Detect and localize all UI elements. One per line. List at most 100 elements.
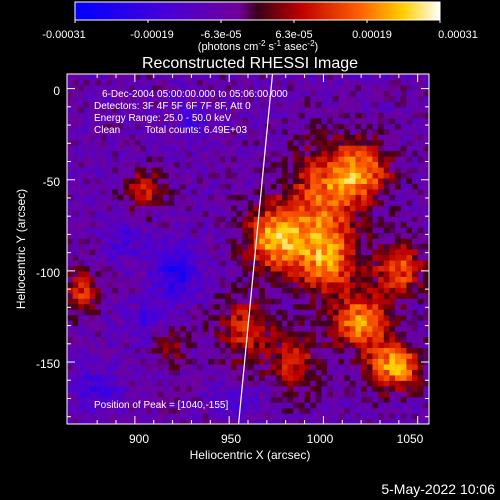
heatmap-cell [310, 177, 317, 184]
heatmap-cell [366, 161, 374, 168]
heatmap-cell [89, 227, 96, 234]
heatmap-cell [383, 276, 391, 283]
heatmap-cell [412, 369, 419, 376]
heatmap-cell [78, 374, 85, 381]
heatmap-cell [100, 106, 108, 113]
heatmap-cell [366, 177, 374, 184]
heatmap-cell [163, 249, 170, 256]
heatmap-cell [389, 363, 396, 370]
heatmap-cell [372, 413, 379, 420]
heatmap-cell [219, 358, 226, 365]
heatmap-cell [117, 303, 125, 310]
heatmap-cell [248, 112, 255, 119]
heatmap-cell [134, 95, 142, 102]
heatmap-cell [259, 205, 266, 212]
heatmap-cell [304, 205, 311, 212]
heatmap-cell [78, 385, 85, 392]
heatmap-cell [287, 281, 294, 288]
heatmap-cell [117, 325, 125, 332]
heatmap-cell [389, 166, 396, 174]
heatmap-cell [219, 161, 226, 168]
heatmap-cell [100, 95, 108, 102]
heatmap-cell [248, 259, 255, 267]
heatmap-cell [151, 243, 159, 250]
heatmap-cell [355, 320, 362, 327]
heatmap-cell [214, 276, 221, 283]
heatmap-cell [225, 134, 232, 141]
heatmap-cell [202, 347, 210, 354]
heatmap-cell [372, 79, 379, 86]
heatmap-cell [236, 210, 243, 217]
heatmap-cell [417, 205, 424, 212]
heatmap-cell [106, 156, 113, 163]
heatmap-cell [338, 336, 345, 343]
heatmap-cell [180, 166, 187, 174]
heatmap-cell [67, 166, 74, 174]
heatmap-cell [321, 336, 328, 343]
heatmap-cell [197, 101, 204, 108]
heatmap-cell [72, 238, 79, 245]
heatmap-cell [214, 298, 221, 305]
heatmap-cell [248, 95, 255, 102]
heatmap-cell [406, 402, 413, 409]
heatmap-cell [321, 139, 328, 146]
heatmap-cell [123, 259, 130, 267]
heatmap-cell [168, 84, 176, 92]
heatmap-cell [400, 385, 407, 392]
heatmap-cell [106, 249, 113, 256]
heatmap-cell [146, 270, 153, 277]
heatmap-cell [236, 194, 243, 201]
heatmap-cell [89, 205, 96, 212]
heatmap-cell [157, 380, 164, 387]
heatmap-cell [406, 117, 413, 124]
heatmap-cell [389, 172, 396, 179]
heatmap-cell [372, 402, 379, 409]
heatmap-cell [355, 254, 362, 261]
heatmap-cell [100, 270, 108, 277]
heatmap-cell [293, 84, 300, 92]
heatmap-cell [146, 139, 153, 146]
heatmap-cell [304, 254, 311, 261]
heatmap-cell [349, 270, 357, 277]
heatmap-cell [304, 385, 311, 392]
heatmap-cell [259, 101, 266, 108]
heatmap-cell [406, 407, 413, 414]
heatmap-cell [67, 396, 74, 403]
heatmap-cell [304, 166, 311, 174]
heatmap-cell [344, 123, 351, 130]
heatmap-cell [366, 281, 374, 288]
heatmap-cell [344, 352, 351, 359]
heatmap-cell [163, 358, 170, 365]
heatmap-cell [100, 369, 108, 376]
heatmap-cell [304, 259, 311, 267]
heatmap-cell [383, 117, 391, 124]
heatmap-cell [242, 303, 249, 310]
heatmap-cell [129, 74, 136, 81]
heatmap-cell [412, 84, 419, 92]
heatmap-cell [344, 254, 351, 261]
heatmap-cell [95, 385, 102, 392]
heatmap-cell [236, 74, 243, 81]
heatmap-cell [231, 374, 238, 381]
heatmap-cell [406, 156, 413, 163]
heatmap-cell [281, 391, 289, 398]
heatmap-cell [287, 341, 294, 349]
heatmap-cell [197, 145, 204, 152]
heatmap-cell [67, 314, 74, 321]
heatmap-cell [106, 79, 113, 86]
heatmap-cell [146, 249, 153, 256]
heatmap-cell [253, 418, 260, 424]
heatmap-cell [423, 156, 429, 163]
heatmap-cell [185, 369, 193, 376]
heatmap-cell [129, 270, 136, 277]
heatmap-cell [174, 183, 181, 190]
heatmap-cell [106, 199, 113, 206]
heatmap-cell [117, 270, 125, 277]
heatmap-cell [83, 347, 91, 354]
heatmap-cell [417, 156, 424, 163]
heatmap-cell [197, 232, 204, 239]
heatmap-cell [327, 352, 334, 359]
heatmap-cell [117, 183, 125, 190]
heatmap-cell [310, 347, 317, 354]
heatmap-cell [157, 210, 164, 217]
